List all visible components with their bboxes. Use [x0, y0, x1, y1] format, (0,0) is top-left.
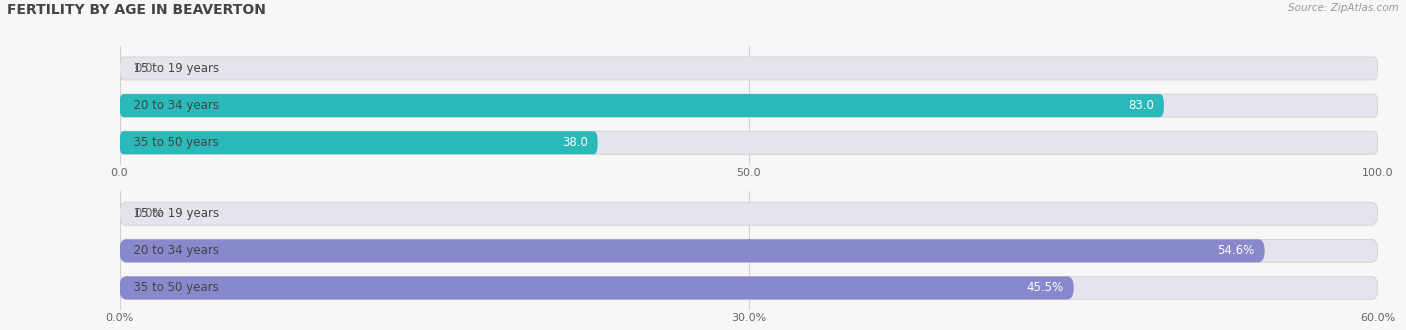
FancyBboxPatch shape [120, 277, 1074, 299]
FancyBboxPatch shape [120, 131, 1378, 154]
FancyBboxPatch shape [120, 277, 1378, 299]
Text: FERTILITY BY AGE IN BEAVERTON: FERTILITY BY AGE IN BEAVERTON [7, 3, 266, 17]
Text: 0.0: 0.0 [135, 62, 153, 75]
FancyBboxPatch shape [120, 94, 1378, 117]
Text: 54.6%: 54.6% [1218, 244, 1254, 257]
Text: Source: ZipAtlas.com: Source: ZipAtlas.com [1288, 3, 1399, 13]
Text: 15 to 19 years: 15 to 19 years [125, 207, 219, 220]
FancyBboxPatch shape [120, 239, 1378, 262]
Text: 83.0: 83.0 [1128, 99, 1154, 112]
Text: 20 to 34 years: 20 to 34 years [125, 244, 219, 257]
FancyBboxPatch shape [120, 131, 598, 154]
FancyBboxPatch shape [120, 202, 1378, 225]
Text: 38.0: 38.0 [562, 136, 588, 149]
Text: 45.5%: 45.5% [1026, 281, 1064, 294]
Text: 35 to 50 years: 35 to 50 years [125, 281, 218, 294]
FancyBboxPatch shape [120, 57, 1378, 80]
FancyBboxPatch shape [120, 94, 1164, 117]
Text: 15 to 19 years: 15 to 19 years [125, 62, 219, 75]
Text: 20 to 34 years: 20 to 34 years [125, 99, 219, 112]
Text: 35 to 50 years: 35 to 50 years [125, 136, 218, 149]
FancyBboxPatch shape [120, 239, 1264, 262]
Text: 0.0%: 0.0% [135, 207, 165, 220]
